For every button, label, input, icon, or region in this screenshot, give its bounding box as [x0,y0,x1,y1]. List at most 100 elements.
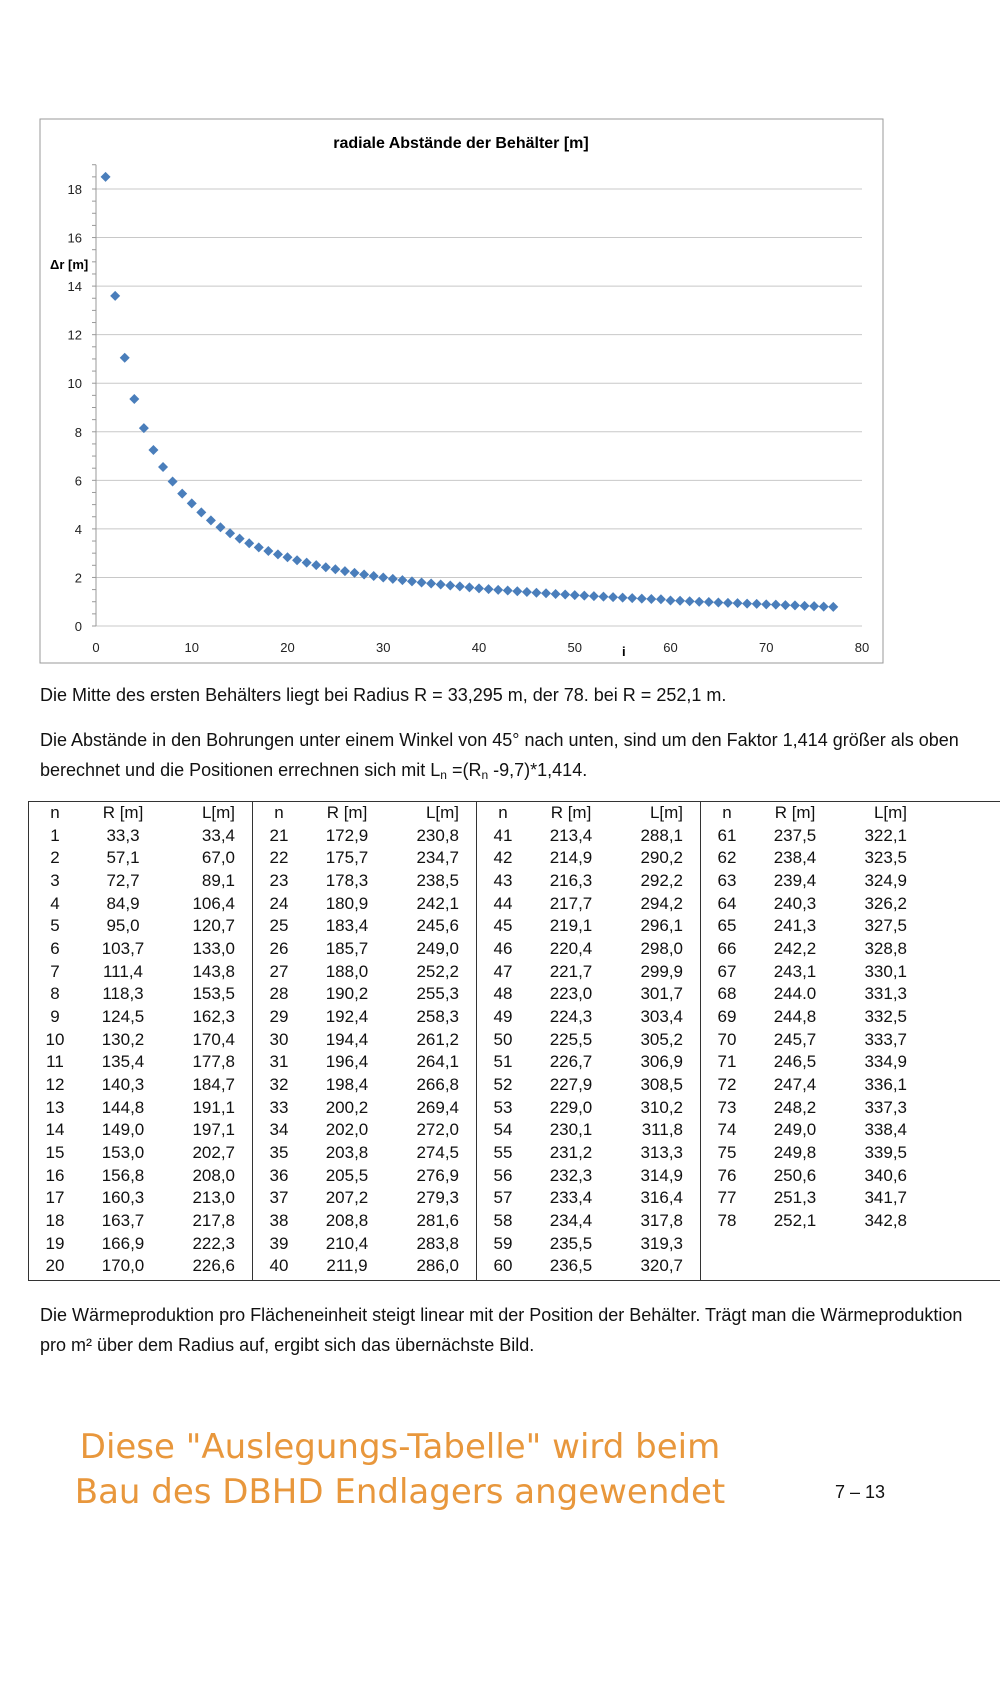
table-cell-r: 241,3 [773,916,817,936]
data-point [665,595,676,606]
data-point [655,594,666,605]
y-tick-label: 10 [68,376,82,391]
table-cell-n: 59 [493,1233,513,1253]
data-point [406,576,417,587]
table-cell-l: 226,6 [192,1256,235,1276]
data-point [330,564,341,575]
table-cell-r: 240,3 [773,893,817,913]
table-cell-r: 220,4 [549,939,593,958]
table-cell-n: 58 [493,1211,513,1230]
data-point [722,597,733,608]
data-point [368,570,379,581]
table-cell-l: 197,1 [192,1120,235,1140]
table-cell-l: 213,0 [192,1188,235,1208]
table-cell-l: 191,1 [192,1097,235,1117]
table-cell-n: 77 [717,1188,737,1208]
table-cell-r: 160,3 [101,1188,145,1208]
table-cell-n: 50 [493,1029,513,1049]
data-point [818,601,829,612]
table-cell-l: 272,0 [416,1120,459,1140]
data-point [205,515,216,526]
y-tick-label: 16 [68,231,82,246]
data-point [119,352,130,363]
table-cell-l: 153,5 [192,984,235,1004]
table-cell-l: 327,5 [864,916,907,936]
table-cell-r: 235,5 [549,1233,593,1253]
table-cell-n: 39 [269,1233,289,1253]
table-cell-n: 43 [493,871,513,890]
data-point [751,598,762,609]
table-cell-r: 72,7 [106,871,140,890]
table-cell-l: 328,8 [864,939,907,958]
table-header: R [m] [774,803,816,822]
data-point [454,581,465,592]
table-cell-r: 140,3 [101,1075,145,1094]
table-cell-l: 143,8 [192,961,235,981]
table-cell-n: 7 [50,961,60,981]
table-cell-l: 317,8 [640,1211,683,1230]
data-point [397,575,408,586]
data-point [186,498,197,509]
table-cell-l: 316,4 [640,1188,683,1208]
table-cell-l: 337,3 [864,1097,907,1117]
table-cell-n: 66 [717,939,737,958]
table-cell-n: 33 [269,1097,289,1117]
table-cell-r: 156,8 [101,1165,145,1185]
table-cell-n: 47 [493,961,513,981]
table-cell-r: 234,4 [549,1211,593,1230]
data-point [282,552,293,563]
table-cell-r: 249,8 [773,1143,817,1162]
table-cell-n: 22 [269,848,289,868]
table-column-group: n R [m] L[m] 61 237,5 322,1 62 238,4 323,5 63 239,… [701,802,925,1280]
x-tick-label: 20 [280,640,294,655]
table-cell-r: 246,5 [773,1052,817,1072]
table-cell-l: 305,2 [640,1029,683,1049]
table-cell-r: 192,4 [325,1007,369,1026]
table-cell-l: 202,7 [192,1143,235,1162]
table-cell-l: 314,9 [640,1165,683,1185]
table-cell-l: 258,3 [416,1007,459,1026]
table-cell-n: 9 [50,1007,60,1026]
data-point [521,587,532,598]
table-cell-l: 326,2 [864,893,907,913]
table-header: L[m] [649,803,683,822]
x-tick-label: 0 [92,640,99,655]
chart-frame [39,118,884,664]
data-point [684,596,695,607]
table-cell-r: 172,9 [325,825,369,845]
table-cell-n: 37 [269,1188,289,1208]
table-cell-r: 223,0 [549,984,593,1004]
y-axis-label: Δr [m] [50,257,88,272]
table-cell-n: 69 [717,1007,737,1026]
table-cell-n: 12 [45,1075,65,1094]
paragraph-heat-production: Die Wärmeproduktion pro Flächeneinheit s… [40,1305,963,1355]
table-cell-n: 67 [717,961,737,981]
data-point [301,557,312,568]
table-cell-l: 230,8 [416,825,459,845]
table-cell-l: 342,8 [864,1211,907,1230]
table-cell-n: 74 [717,1120,737,1140]
data-point [703,596,714,607]
table-cell-l: 339,5 [864,1143,907,1162]
data-point [550,588,561,599]
table-cell-r: 190,2 [325,984,369,1004]
table-cell-l: 290,2 [640,848,683,868]
x-tick-label: 70 [759,640,773,655]
data-point [378,572,389,583]
x-tick-label: 50 [568,640,582,655]
y-tick-label: 14 [68,279,82,294]
table-cell-l: 283,8 [416,1233,459,1253]
table-cell-n: 25 [269,916,289,936]
table-cell-r: 200,2 [325,1097,369,1117]
table-header: R [m] [326,803,368,822]
y-tick-label: 6 [75,473,82,488]
data-point [483,584,494,595]
data-point [244,538,255,549]
table-cell-r: 208,8 [325,1211,369,1230]
data-point [588,591,599,602]
page-number: 7 – 13 [835,1482,886,1502]
data-point [129,394,140,405]
data-point [512,586,523,597]
formula-subscript: n [481,768,489,782]
table-cell-n: 2 [50,848,60,868]
